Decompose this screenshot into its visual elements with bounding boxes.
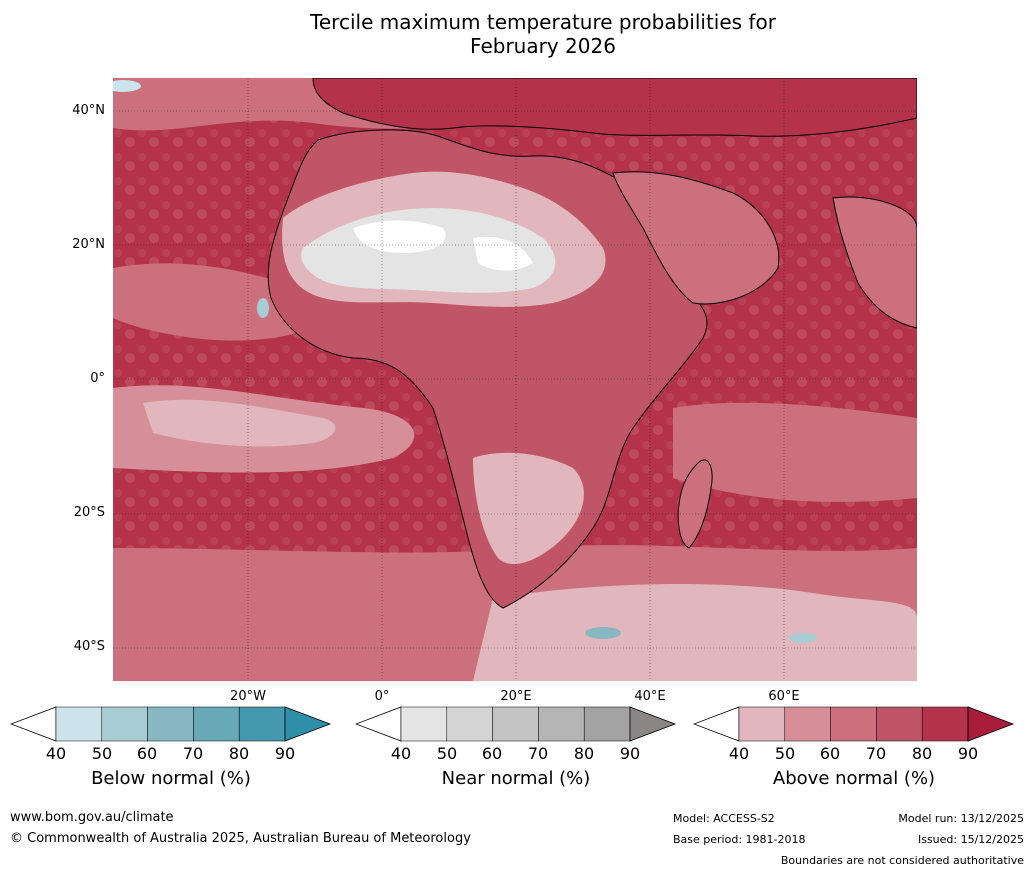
colorbar-segment: [492, 706, 539, 742]
colorbar-segment: [101, 706, 148, 742]
colorbar-near-normal: [355, 706, 677, 742]
footer-model: Model: ACCESS-S2: [673, 812, 775, 825]
colorbar-extend-low: [693, 706, 740, 742]
colorbar-segment: [446, 706, 493, 742]
colorbar-segment: [876, 706, 923, 742]
colorbar-segment: [400, 706, 448, 742]
lon-label-20e: 20°E: [500, 689, 532, 704]
tick: 80: [228, 744, 250, 763]
lon-label-20w: 20°W: [230, 689, 266, 704]
probability-map: [113, 78, 917, 681]
tick: 70: [182, 744, 204, 763]
map-canvas: [113, 78, 917, 681]
tick: 40: [390, 744, 412, 763]
colorbar-near-label: Near normal (%): [441, 768, 591, 789]
colorbar-segment: [238, 706, 286, 742]
lat-label-20s: 20°S: [73, 505, 105, 520]
lat-label-0: 0°: [90, 371, 105, 386]
colorbar-extend-high: [284, 706, 332, 742]
below-normal-spot: [789, 633, 817, 643]
colorbar-segment: [538, 706, 585, 742]
colorbar-segment: [921, 706, 969, 742]
colorbar-segment: [830, 706, 877, 742]
colorbar-extend-high: [967, 706, 1015, 742]
colorbar-above-label: Above normal (%): [772, 768, 936, 789]
colorbar-segment: [55, 706, 103, 742]
below-normal-spot: [257, 298, 269, 318]
tick: 90: [957, 744, 979, 763]
band-atlantic-light: [143, 399, 336, 447]
graticule: [113, 78, 917, 681]
colorbar-below-label: Below normal (%): [91, 768, 251, 789]
colorbar-segment: [583, 706, 631, 742]
lon-label-40e: 40°E: [634, 689, 666, 704]
tick: 70: [527, 744, 549, 763]
colorbar-extend-low: [10, 706, 57, 742]
tick: 90: [274, 744, 296, 763]
footer-url: www.bom.gov.au/climate: [10, 810, 174, 825]
below-normal-spot: [113, 80, 141, 92]
arabia: [612, 171, 780, 305]
tick: 50: [91, 744, 113, 763]
colorbar-extend-high: [629, 706, 677, 742]
below-normal-spot: [585, 627, 621, 639]
tick: 60: [481, 744, 503, 763]
lon-label-0: 0°: [374, 689, 390, 704]
title-line-1: Tercile maximum temperature probabilitie…: [310, 10, 776, 34]
lat-label-20n: 20°N: [72, 237, 105, 252]
tick: 50: [436, 744, 458, 763]
footer-base-period: Base period: 1981-2018: [673, 833, 806, 846]
madagascar: [677, 459, 713, 549]
tick: 90: [619, 744, 641, 763]
footer-issued: Issued: 15/12/2025: [917, 833, 1024, 846]
lat-label-40s: 40°S: [73, 639, 105, 654]
tick: 40: [45, 744, 67, 763]
europe: [312, 78, 917, 137]
footer-disclaimer: Boundaries are not considered authoritat…: [780, 854, 1024, 867]
tick: 70: [865, 744, 887, 763]
colorbar-segment: [193, 706, 240, 742]
band-southern-light: [473, 583, 917, 681]
tick: 50: [774, 744, 796, 763]
india: [832, 196, 917, 329]
band-indian-ocean: [673, 402, 917, 502]
lat-label-40n: 40°N: [72, 103, 105, 118]
lon-label-60e: 60°E: [768, 689, 800, 704]
colorbar-segment: [147, 706, 194, 742]
tick: 60: [136, 744, 158, 763]
footer-copyright: © Commonwealth of Australia 2025, Austra…: [10, 831, 471, 846]
footer-model-run: Model run: 13/12/2025: [898, 812, 1024, 825]
colorbar-below-normal: [10, 706, 332, 742]
colorbar-segment: [784, 706, 831, 742]
southern-africa-light: [473, 452, 584, 565]
colorbar-segment: [738, 706, 786, 742]
tick: 60: [819, 744, 841, 763]
colorbar-extend-low: [355, 706, 402, 742]
tick: 80: [911, 744, 933, 763]
colorbar-above-normal: [693, 706, 1015, 742]
title-line-2: February 2026: [470, 34, 616, 58]
map-title: Tercile maximum temperature probabilitie…: [0, 10, 1035, 58]
tick: 80: [573, 744, 595, 763]
tick: 40: [728, 744, 750, 763]
